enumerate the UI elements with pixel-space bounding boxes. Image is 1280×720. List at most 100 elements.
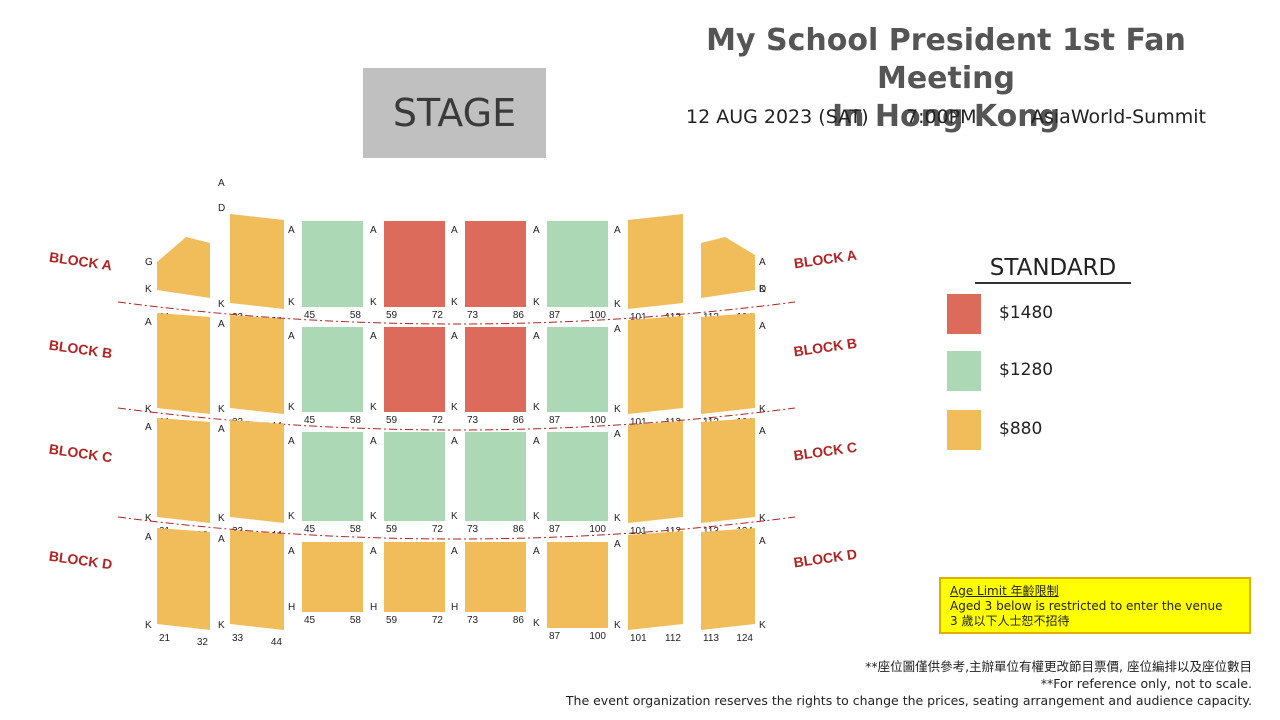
block-label-left: BLOCK B [48, 337, 113, 362]
seat-section [302, 432, 363, 521]
row-label: A [370, 225, 377, 236]
stage-label: STAGE [392, 91, 517, 135]
seat-number-end: 100 [589, 631, 606, 642]
row-label: A [370, 546, 377, 557]
row-label: H [370, 602, 377, 613]
row-label: K [451, 511, 458, 522]
row-label: A [370, 436, 377, 447]
footnotes: **座位圖僅供參考,主辦單位有權更改節目票價, 座位編排以及座位數目 **For… [566, 658, 1252, 709]
row-label: K [218, 404, 225, 415]
stage: STAGE [363, 68, 546, 158]
row-label: A [759, 257, 766, 268]
row-label: K [533, 618, 540, 629]
seat-number-start: 101 [630, 312, 647, 323]
seat-number-start: 33 [232, 633, 244, 644]
row-label: A [218, 178, 225, 189]
row-label: K [145, 404, 152, 415]
seat-section [157, 313, 210, 414]
row-label: A [759, 321, 766, 332]
seat-section [302, 542, 363, 612]
event-date: 12 AUG 2023 (SAT) [686, 106, 869, 128]
seat-number-end: 58 [350, 524, 362, 535]
row-label: K [218, 620, 225, 631]
seat-number-end: 86 [513, 415, 525, 426]
row-label: A [533, 546, 540, 557]
seat-section [230, 315, 284, 414]
block-label-right: BLOCK B [793, 335, 858, 360]
row-label: K [614, 404, 621, 415]
row-label: K [288, 511, 295, 522]
row-label: A [614, 429, 621, 440]
seat-section [547, 432, 608, 521]
row-label: K [759, 620, 766, 631]
seat-section [157, 418, 210, 523]
row-label: A [218, 534, 225, 545]
note-rights: The event organization reserves the righ… [565, 693, 1252, 708]
row-label: D [218, 203, 225, 214]
seat-section [230, 530, 284, 630]
block-divider [117, 301, 796, 325]
seat-number-start: 113 [703, 633, 719, 644]
row-label: A [614, 539, 621, 550]
seat-number-end: 58 [350, 310, 362, 321]
seat-section [157, 528, 210, 630]
seat-section [384, 542, 445, 612]
block-divider [117, 407, 796, 431]
event-venue: AsiaWorld-Summit [1031, 106, 1206, 128]
age-limit-title: Age Limit 年齡限制 [950, 584, 1059, 598]
seat-number-start: 73 [467, 524, 479, 535]
row-label: A [759, 426, 766, 437]
seat-number-end: 72 [432, 615, 444, 626]
legend-price: $1280 [999, 360, 1054, 380]
seat-number-end: 72 [432, 524, 444, 535]
seat-section [465, 327, 526, 412]
block-label-right: BLOCK C [793, 439, 858, 464]
row-label: K [145, 513, 152, 524]
legend-swatch [947, 294, 981, 334]
seat-number-end: 32 [197, 637, 209, 648]
row-label: A [533, 436, 540, 447]
event-time: 7:00PM [906, 106, 977, 128]
seat-number-end: 44 [271, 637, 283, 648]
row-label: A [370, 331, 377, 342]
row-label: K [759, 284, 766, 295]
row-label: A [288, 225, 295, 236]
seat-section [384, 432, 445, 521]
row-label: K [288, 297, 295, 308]
seat-section [302, 327, 363, 412]
seat-section [547, 327, 608, 412]
row-label: A [451, 225, 458, 236]
block-label-left: BLOCK D [48, 548, 113, 573]
seat-number-start: 21 [159, 633, 171, 644]
row-label: G [145, 257, 153, 268]
seat-section [157, 237, 210, 298]
row-label: K [759, 513, 766, 524]
row-label: K [370, 297, 377, 308]
note-reference: **For reference only, not to scale. [1040, 676, 1252, 691]
block-label-right: BLOCK D [793, 546, 858, 571]
legend-price: $1480 [999, 303, 1054, 323]
row-label: A [218, 319, 225, 330]
seat-number-end: 58 [350, 415, 362, 426]
seat-number-start: 73 [467, 415, 479, 426]
seat-number-end: 72 [432, 415, 444, 426]
seat-section [701, 418, 755, 523]
note-zh: **座位圖僅供參考,主辦單位有權更改節目票價, 座位編排以及座位數目 [865, 659, 1252, 674]
seat-section [701, 313, 755, 414]
seat-number-end: 124 [736, 633, 753, 644]
row-label: K [145, 284, 152, 295]
legend-item-1480: $1480 [947, 294, 1147, 334]
seat-number-start: 87 [549, 310, 561, 321]
block-divider [117, 516, 796, 540]
seat-number-end: 100 [589, 524, 606, 535]
row-label: H [288, 602, 295, 613]
legend-item-880: $880 [947, 410, 1147, 450]
seat-number-start: 59 [386, 524, 398, 535]
seat-number-start: 45 [304, 310, 316, 321]
seat-section [465, 221, 526, 307]
block-label-left: BLOCK A [48, 249, 113, 274]
seat-section [465, 542, 526, 612]
row-label: K [759, 404, 766, 415]
seat-number-start: 101 [630, 417, 647, 428]
seat-section [230, 214, 284, 309]
